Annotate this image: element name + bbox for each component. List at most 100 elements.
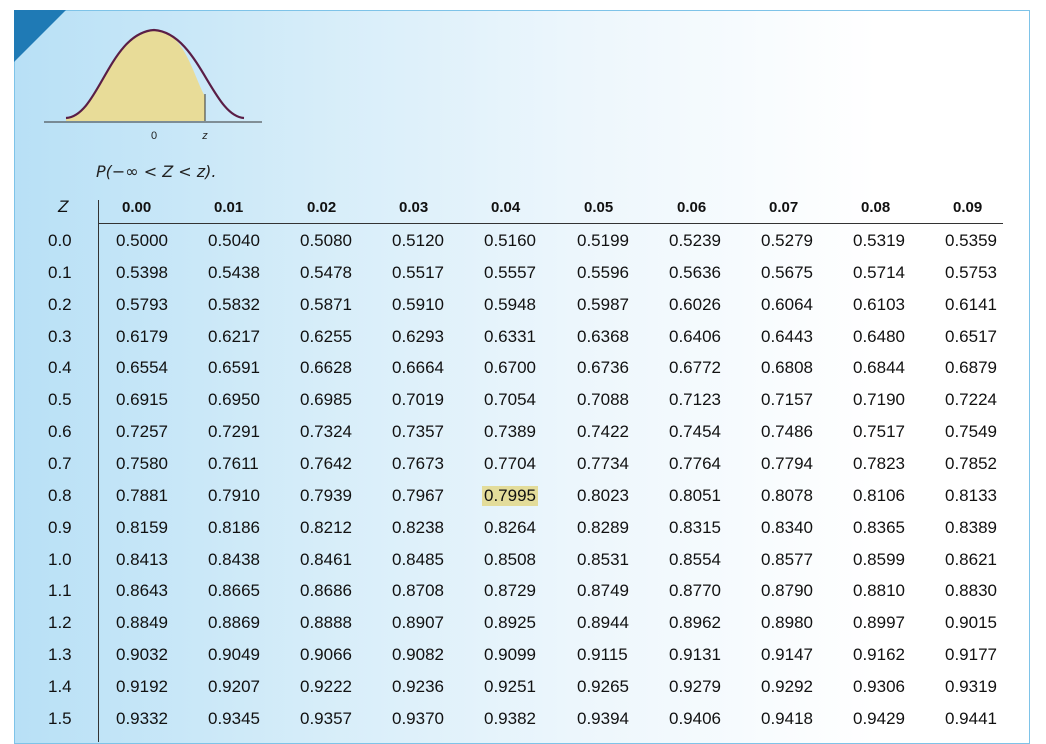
table-cell: 0.8438 [208,550,260,569]
table-cell: 0.5596 [577,263,629,282]
table-cell: 0.5517 [392,263,444,282]
table-cell: 0.5871 [300,295,352,314]
column-header-0-00: 0.00 [122,199,152,216]
table-cell: 0.8790 [761,581,813,600]
table-cell: 0.7257 [116,422,168,441]
table-cell: 0.7224 [945,390,997,409]
table-cell: 0.7611 [208,454,259,473]
table-cell: 0.5160 [484,231,536,250]
table-cell: 0.9345 [208,709,260,728]
table-cell: 0.7881 [116,486,168,505]
table-cell: 0.8770 [669,581,721,600]
table-cell: 0.9162 [853,645,905,664]
z-row-label: 0.6 [48,422,72,441]
table-cell: 0.6331 [484,327,536,346]
table-cell: 0.8389 [945,518,997,537]
table-cell: 0.7324 [300,422,352,441]
table-cell: 0.6736 [577,358,629,377]
table-cell: 0.5675 [761,263,813,282]
table-cell: 0.6406 [669,327,721,346]
column-header-0-01: 0.01 [214,199,244,216]
table-cell: 0.5438 [208,263,260,282]
table-cell: 0.9082 [392,645,444,664]
table-cell: 0.6844 [853,358,905,377]
table-cell: 0.7910 [208,486,260,505]
column-header-0-08: 0.08 [861,199,891,216]
table-cell: 0.6217 [208,327,260,346]
table-cell: 0.7019 [392,390,444,409]
table-cell: 0.8133 [945,486,997,505]
table-cell: 0.7823 [853,454,905,473]
table-cell: 0.6915 [116,390,168,409]
table-cell: 0.6255 [300,327,352,346]
table-cell: 0.9382 [484,709,536,728]
prob-suffix: ). [205,162,217,181]
table-cell: 0.6443 [761,327,813,346]
table-cell: 0.7967 [392,486,444,505]
table-cell: 0.8708 [392,581,444,600]
table-cell: 0.8023 [577,486,629,505]
table-cell: 0.5793 [116,295,168,314]
z-row-label: 0.4 [48,358,72,377]
corner-triangle [14,10,66,62]
table-cell: 0.9429 [853,709,905,728]
table-cell: 0.9319 [945,677,997,696]
header-divider [98,223,1003,224]
table-cell: 0.6103 [853,295,905,314]
table-cell: 0.8830 [945,581,997,600]
table-cell: 0.8461 [300,550,352,569]
table-cell: 0.5359 [945,231,997,250]
table-cell: 0.7088 [577,390,629,409]
probability-expression: P(−∞ < Z < z). [96,162,216,181]
table-cell: 0.6368 [577,327,629,346]
table-cell: 0.7673 [392,454,444,473]
table-cell: 0.8907 [392,613,444,632]
table-cell: 0.6591 [208,358,260,377]
table-cell: 0.7123 [669,390,721,409]
z-row-label: 1.3 [48,645,72,664]
table-cell: 0.7054 [484,390,536,409]
table-cell: 0.8869 [208,613,260,632]
table-cell: 0.5478 [300,263,352,282]
table-cell: 0.5199 [577,231,629,250]
table-cell: 0.8159 [116,518,168,537]
table-cell: 0.8749 [577,581,629,600]
table-cell: 0.9192 [116,677,168,696]
table-cell: 0.9115 [577,645,628,664]
table-cell: 0.6179 [116,327,168,346]
table-cell: 0.6628 [300,358,352,377]
table-cell: 0.8365 [853,518,905,537]
column-header-0-09: 0.09 [953,199,983,216]
z-row-label: 0.5 [48,390,72,409]
axis-z-label: z [201,130,208,142]
table-cell: 0.9207 [208,677,260,696]
table-cell: 0.8413 [116,550,168,569]
table-cell: 0.6293 [392,327,444,346]
table-cell: 0.8289 [577,518,629,537]
table-cell: 0.8665 [208,581,260,600]
prob-lt-2: < [173,162,197,181]
column-header-0-03: 0.03 [399,199,429,216]
table-cell: 0.6772 [669,358,721,377]
table-cell: 0.5239 [669,231,721,250]
table-cell: 0.6664 [392,358,444,377]
table-cell: 0.6985 [300,390,352,409]
table-cell: 0.6480 [853,327,905,346]
table-cell: 0.5987 [577,295,629,314]
table-cell: 0.8051 [669,486,721,505]
table-cell: 0.7357 [392,422,444,441]
table-cell: 0.7291 [208,422,260,441]
table-cell: 0.9147 [761,645,813,664]
z-row-label: 0.7 [48,454,72,473]
table-cell: 0.7794 [761,454,813,473]
table-cell: 0.9265 [577,677,629,696]
table-cell: 0.8078 [761,486,813,505]
table-cell: 0.8212 [300,518,352,537]
z-row-label: 0.2 [48,295,72,314]
column-header-0-02: 0.02 [307,199,337,216]
z-column-header: Z [58,197,69,216]
table-cell: 0.8599 [853,550,905,569]
table-cell: 0.7157 [761,390,813,409]
z-row-label: 0.8 [48,486,72,505]
table-cell: 0.9032 [116,645,168,664]
